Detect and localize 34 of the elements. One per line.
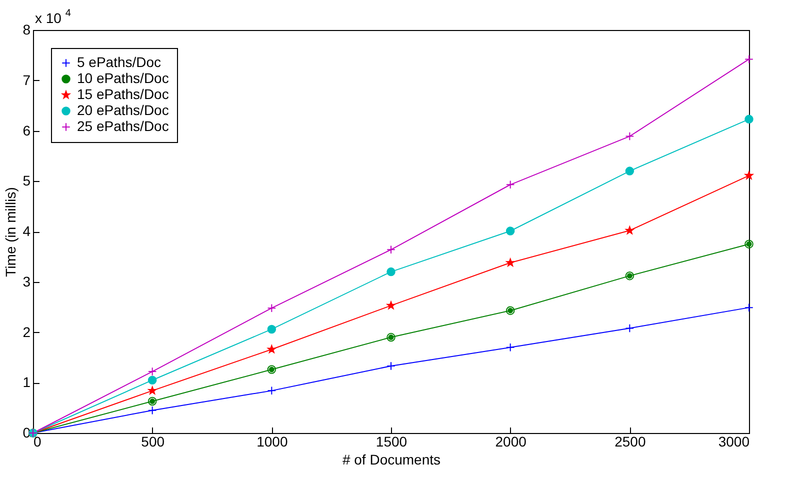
x-tick-label: 3000 — [718, 434, 750, 450]
point — [506, 342, 515, 352]
x-tick-label: 1000 — [256, 434, 288, 450]
x-tick-label: 500 — [141, 434, 165, 450]
x-axis-title: # of Documents — [342, 452, 441, 468]
point — [506, 180, 515, 190]
point — [386, 362, 396, 370]
point — [386, 245, 396, 254]
x-tick-label: 0 — [34, 434, 42, 450]
y-tick-label: 2 — [22, 324, 31, 340]
y-tick-label: 7 — [22, 72, 31, 88]
point — [267, 386, 276, 396]
legend-label: 15 ePaths/Doc — [77, 86, 169, 102]
point — [148, 367, 157, 376]
x-tick-label: 2000 — [495, 434, 527, 450]
y-tick-label: 6 — [22, 122, 31, 138]
legend-label: 5 ePaths/Doc — [77, 54, 162, 70]
y-tick-label: 5 — [22, 172, 31, 189]
point — [625, 132, 634, 141]
point — [744, 54, 754, 64]
y-tick-label: 1 — [22, 374, 31, 390]
point — [148, 406, 157, 415]
point — [625, 324, 634, 333]
y-axis-title: Time (in millis) — [2, 187, 19, 277]
legend-label: 10 ePaths/Doc — [77, 70, 169, 86]
y-tick-label: 8 — [22, 22, 31, 38]
x-tick-label: 2500 — [614, 434, 646, 450]
legend-label: 25 ePaths/Doc — [77, 118, 169, 134]
x-tick-label: 1500 — [376, 434, 408, 450]
y-tick-label: 3 — [22, 273, 31, 290]
point — [267, 304, 276, 312]
point — [744, 303, 754, 312]
legend-label: 20 ePaths/Doc — [77, 102, 169, 118]
y-tick-label: 4 — [22, 223, 31, 239]
